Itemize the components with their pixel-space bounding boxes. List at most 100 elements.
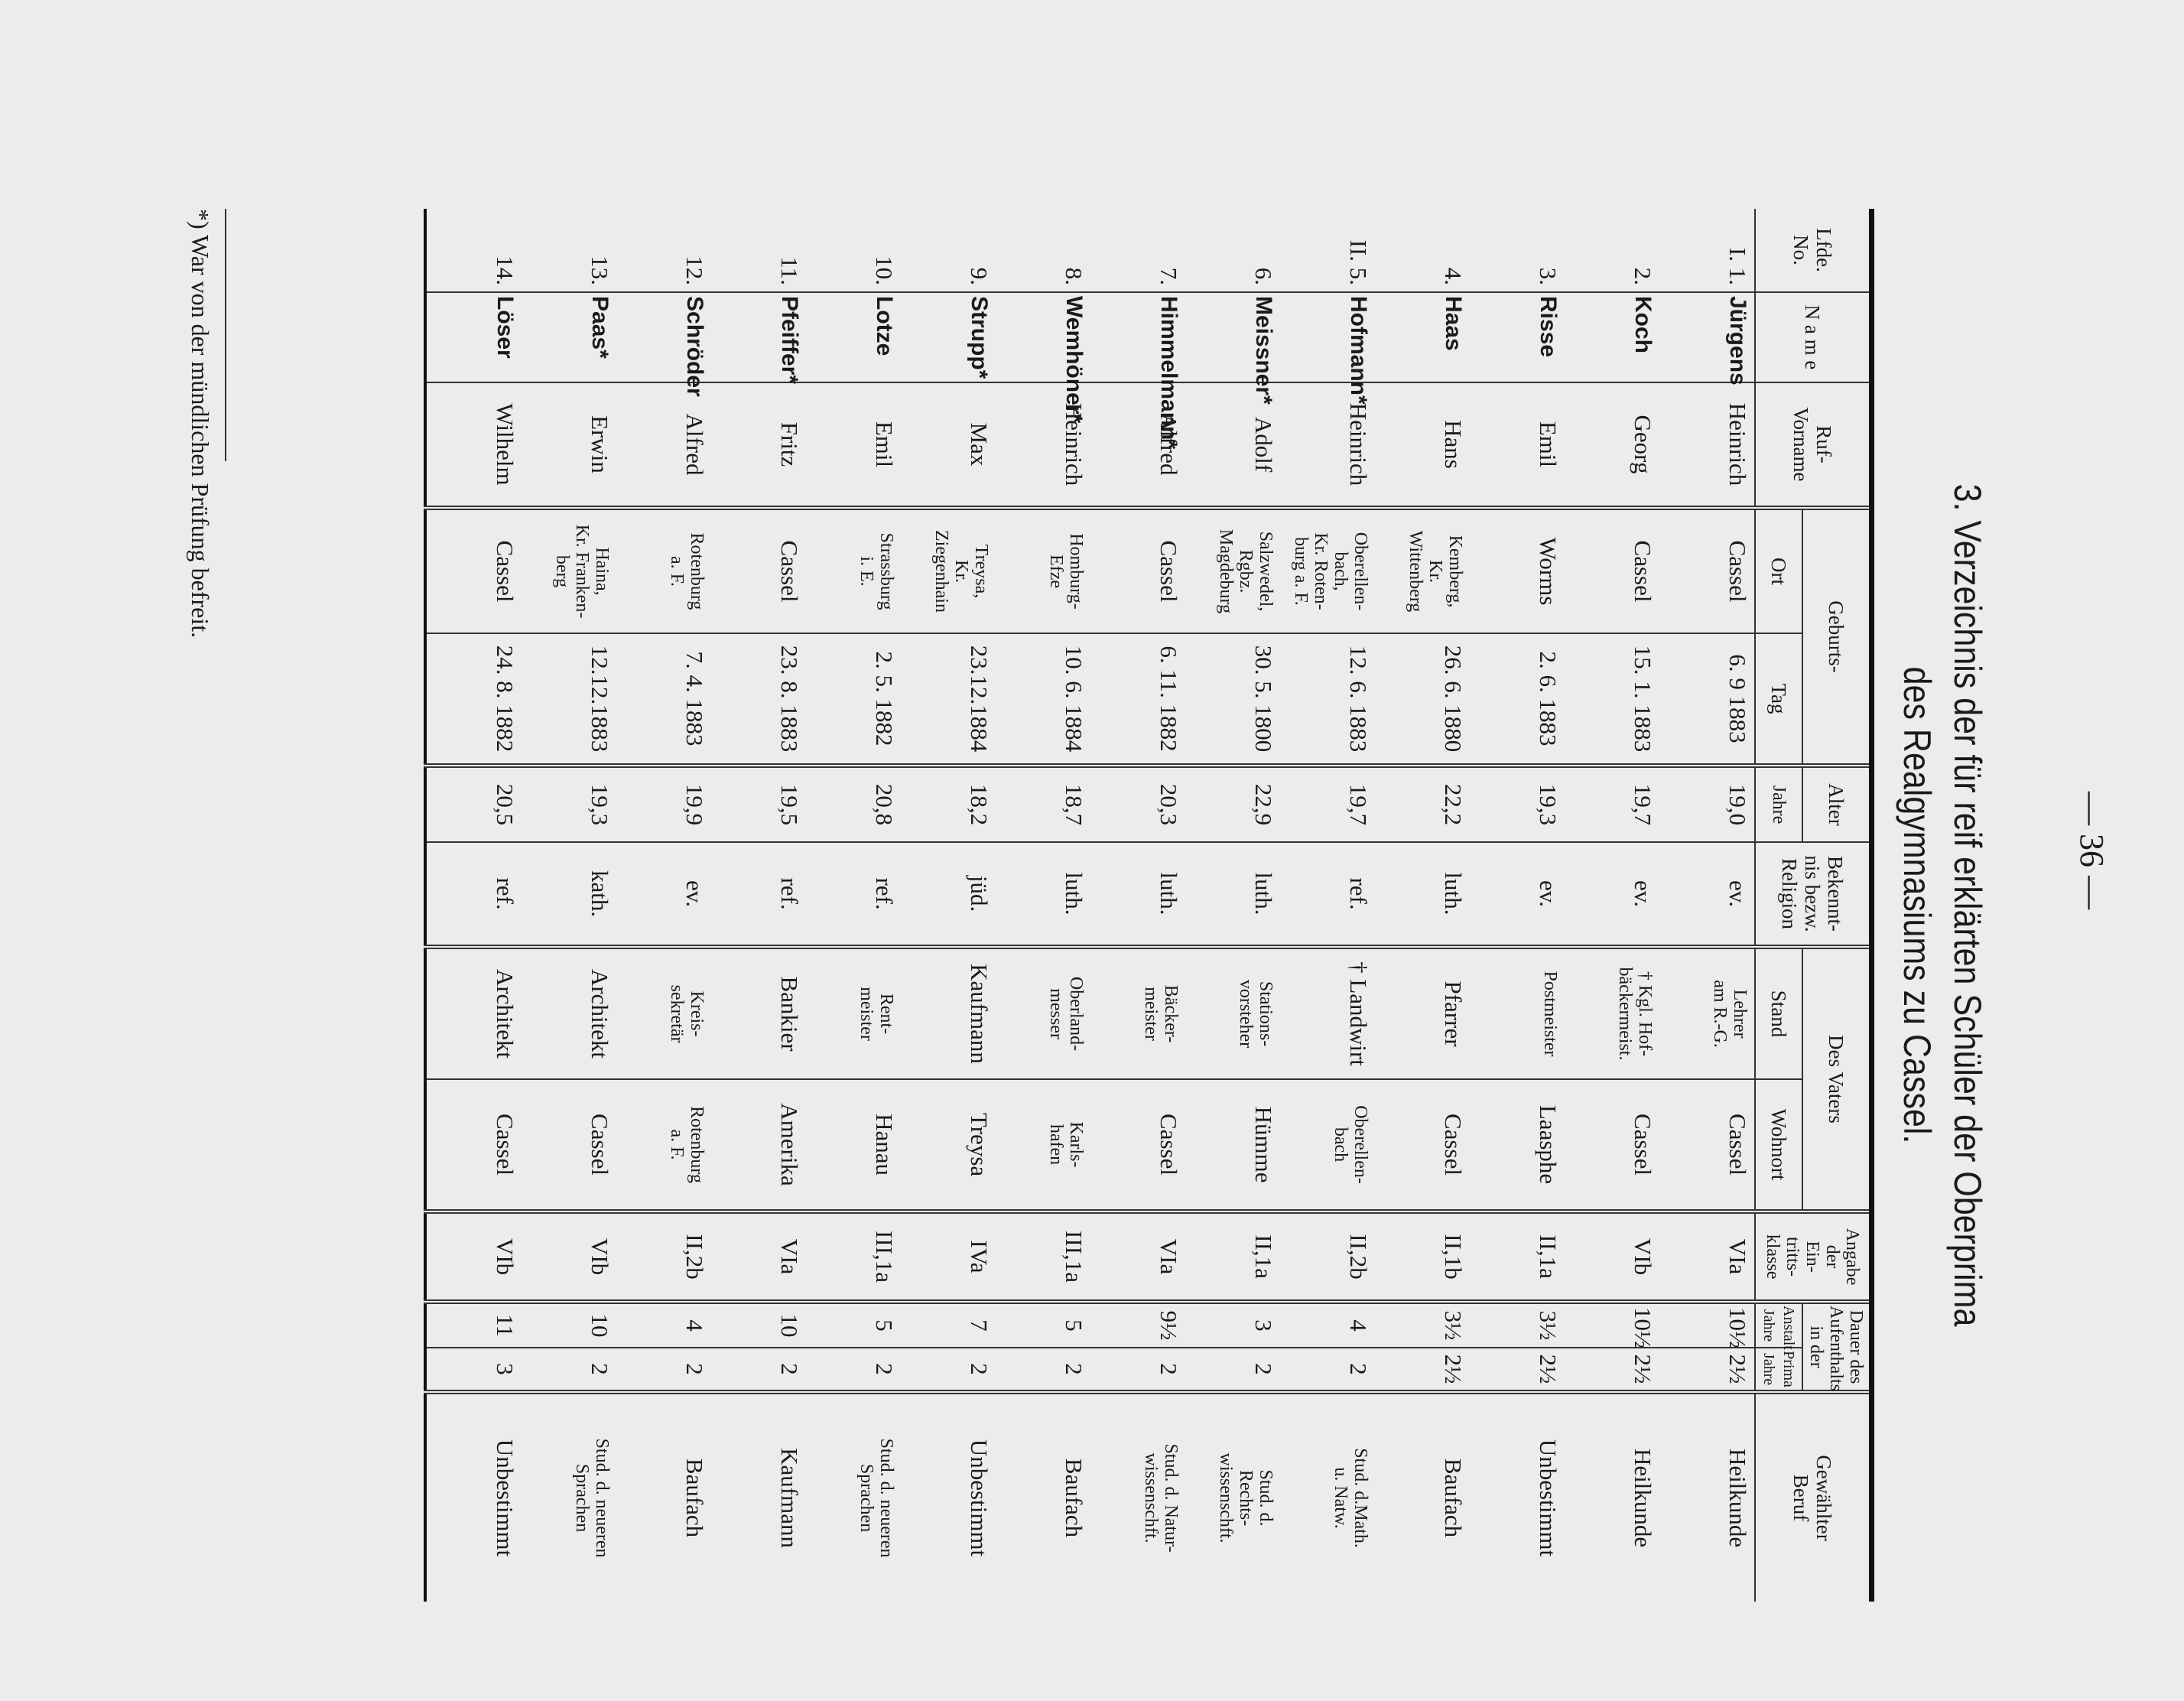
- cell-name: Jürgens: [1659, 292, 1755, 385]
- cell-vater-wohnort: Cassel: [1090, 1079, 1185, 1212]
- cell-dauer-prima: 2½: [1659, 1348, 1755, 1393]
- cell-alter: 19,9: [616, 766, 711, 843]
- cell-eintrittsklasse: VIa: [711, 1212, 806, 1303]
- cell-dauer-prima: 3: [425, 1348, 522, 1393]
- header-anstalt: Anstalt Jahre: [1755, 1302, 1802, 1350]
- page-number: — 36 —: [2073, 792, 2111, 909]
- cell-lfde-no: 2.: [1630, 267, 1656, 285]
- cell-name: Schröder: [616, 292, 711, 397]
- table-row: 2. Koch Georg Cassel 15. 1. 1883 19,7 ev. † Kgl…: [1565, 209, 1659, 1602]
- header-beruf: Gewählter Beruf: [1755, 1392, 1872, 1602]
- header-ort: Ort: [1755, 508, 1802, 633]
- cell-dauer-anstalt: 3½: [1375, 1302, 1470, 1348]
- cell-alter: 19,0: [1659, 766, 1755, 843]
- cell-eintrittsklasse: III,1a: [806, 1212, 901, 1303]
- cell-geburtsort: Salzwedel, Rgbz. Magdeburg: [1185, 508, 1280, 633]
- cell-vater-wohnort: Cassel: [425, 1079, 522, 1212]
- header-stand: Stand: [1755, 947, 1802, 1080]
- cell-religion: kath.: [522, 842, 616, 948]
- cell-dauer-anstalt: 10: [522, 1302, 616, 1348]
- cell-eintrittsklasse: II,1a: [1470, 1212, 1565, 1303]
- cell-beruf: Stud. d. Rechts- wissenschft.: [1185, 1392, 1280, 1602]
- header-bekenntnis: Bekennt- nis bezw. Religion: [1755, 842, 1872, 948]
- cell-name: Risse: [1470, 292, 1565, 382]
- cell-dauer-prima: 2½: [1375, 1348, 1470, 1393]
- cell-vater-stand: Stations- vorsteher: [1185, 947, 1280, 1080]
- cell-dauer-prima: 2: [901, 1348, 996, 1393]
- cell-eintrittsklasse: II,2b: [1280, 1212, 1375, 1303]
- cell-lfde-no: 3.: [1535, 267, 1562, 285]
- cell-geburtstag: 6. 9 1883: [1659, 633, 1755, 766]
- cell-vater-stand: Architekt: [425, 947, 522, 1080]
- cell-dauer-prima: 2: [996, 1348, 1090, 1393]
- cell-dauer-anstalt: 7: [901, 1302, 996, 1348]
- header-lfde-no: Lfde. No.: [1755, 209, 1872, 292]
- cell-vater-stand: Kaufmann: [901, 947, 996, 1080]
- cell-alter: 19,7: [1280, 766, 1375, 843]
- cell-eintrittsklasse: VIb: [522, 1212, 616, 1303]
- table-body: I. 1. Jürgens Heinrich Cassel 6. 9 1883 19,0 e…: [425, 209, 1755, 1602]
- cell-lfde-no: 14.: [492, 255, 518, 285]
- cell-religion: ev.: [616, 842, 711, 948]
- header-rufvorname: Ruf- Vorname: [1755, 382, 1872, 508]
- cell-vorname: Max: [901, 382, 996, 508]
- cell-religion: ref.: [806, 842, 901, 948]
- header-dauer: Dauer des Aufenthalts in der: [1802, 1302, 1872, 1393]
- cell-geburtsort: Kemberg, Kr. Wittenberg: [1375, 508, 1470, 633]
- cell-lfde-no: II. 5.: [1345, 239, 1372, 285]
- cell-beruf: Stud. d.Math. u. Natw.: [1280, 1392, 1375, 1602]
- cell-name: Paas*: [522, 292, 616, 382]
- cell-alter: 20,3: [1090, 766, 1185, 843]
- cell-alter: 22,9: [1185, 766, 1280, 843]
- header-name: N a m e: [1755, 292, 1872, 382]
- cell-vater-stand: † Landwirt: [1280, 947, 1375, 1080]
- cell-religion: luth.: [1375, 842, 1470, 948]
- header-eintrittsklasse: Angabe der Ein- tritts- klasse: [1755, 1212, 1872, 1303]
- cell-alter: 18,2: [901, 766, 996, 843]
- cell-vater-stand: Bankier: [711, 947, 806, 1080]
- cell-religion: ev.: [1659, 842, 1755, 948]
- cell-geburtstag: 10. 6. 1884: [996, 633, 1090, 766]
- title-line-2: des Realgymnasiums zu Cassel.: [1896, 666, 1939, 1144]
- cell-vater-wohnort: Cassel: [1659, 1079, 1755, 1212]
- cell-geburtsort: Treysa, Kr. Ziegenhain: [901, 508, 996, 633]
- cell-geburtstag: 2. 6. 1883: [1470, 633, 1565, 766]
- cell-eintrittsklasse: IVa: [901, 1212, 996, 1303]
- cell-vater-wohnort: Cassel: [1375, 1079, 1470, 1212]
- table-row: 3. Risse Emil Worms 2. 6. 1883 19,3 ev. Postmei…: [1470, 209, 1565, 1602]
- cell-lfde-no: 13.: [587, 255, 613, 285]
- cell-dauer-anstalt: 10½: [1565, 1302, 1659, 1348]
- cell-religion: luth.: [1090, 842, 1185, 948]
- cell-dauer-prima: 2: [522, 1348, 616, 1393]
- cell-religion: ev.: [1565, 842, 1659, 948]
- cell-eintrittsklasse: VIa: [1090, 1212, 1185, 1303]
- cell-vater-wohnort: Treysa: [901, 1079, 996, 1212]
- cell-dauer-anstalt: 10½: [1659, 1302, 1755, 1348]
- cell-dauer-anstalt: 9½: [1090, 1302, 1185, 1348]
- cell-geburtsort: Cassel: [425, 508, 522, 633]
- cell-dauer-anstalt: 10: [711, 1302, 806, 1348]
- footnote: *) War von der mündlichen Prüfung befrei…: [186, 209, 226, 638]
- table-row: I. 1. Jürgens Heinrich Cassel 6. 9 1883 19,0 e…: [1659, 209, 1755, 1602]
- cell-alter: 20,5: [425, 766, 522, 843]
- cell-vater-stand: Oberland- messer: [996, 947, 1090, 1080]
- cell-vater-wohnort: Cassel: [1565, 1079, 1659, 1212]
- cell-lfde-no: 10.: [871, 255, 898, 285]
- cell-geburtsort: Cassel: [1090, 508, 1185, 633]
- cell-religion: luth.: [996, 842, 1090, 948]
- cell-name: Meissner*: [1185, 292, 1280, 405]
- cell-geburtstag: 7. 4. 1883: [616, 633, 711, 766]
- cell-geburtstag: 23. 8. 1883: [711, 633, 806, 766]
- cell-geburtstag: 23.12.1884: [901, 633, 996, 766]
- cell-beruf: Unbestimmt: [425, 1392, 522, 1602]
- cell-vater-wohnort: Hanau: [806, 1079, 901, 1212]
- cell-beruf: Baufach: [616, 1392, 711, 1602]
- cell-geburtstag: 26. 6. 1880: [1375, 633, 1470, 766]
- cell-geburtsort: Strassburg i. E.: [806, 508, 901, 633]
- cell-vater-wohnort: Cassel: [522, 1079, 616, 1212]
- table-row: 8. Wemhöner* Heinrich Homburg- Efze 10. 6. 1…: [996, 209, 1090, 1602]
- page-title: 3. Verzeichnis der für reif erklärten Sc…: [1892, 306, 1993, 1504]
- cell-alter: 19,7: [1565, 766, 1659, 843]
- cell-beruf: Stud. d. neueren Sprachen: [806, 1392, 901, 1602]
